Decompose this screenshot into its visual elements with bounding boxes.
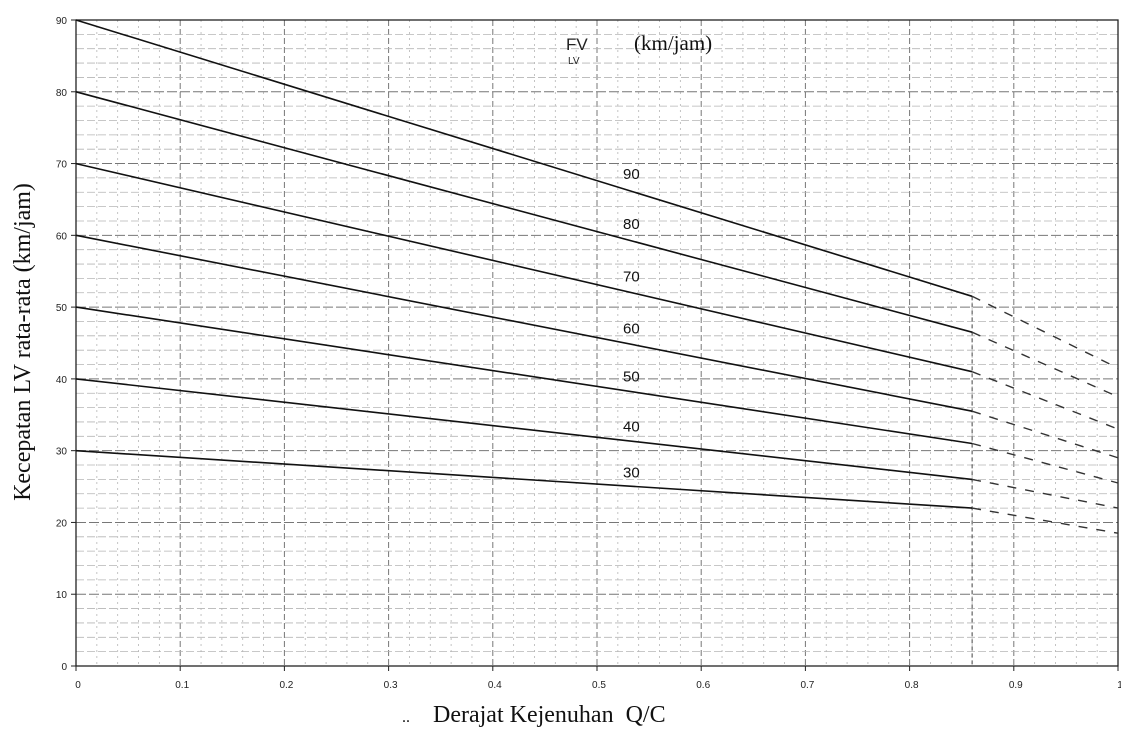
legend-sub: LV [568,56,580,67]
x-axis-title: Derajat Kejenuhan Q/C [433,702,666,728]
x-axis-title-prefix: .. [402,709,410,726]
series-extension-70 [971,371,1119,430]
legend-unit: (km/jam) [634,31,712,55]
x-tick-label: 0.9 [1009,680,1023,691]
series-extension-60 [971,410,1119,459]
x-tick-label: 0 [75,680,81,691]
x-tick-label: 0.6 [696,680,710,691]
x-tick-label: 0.2 [279,680,293,691]
y-tick-label: 90 [56,16,68,27]
curve-label-80: 80 [623,216,640,233]
series-line-80 [75,91,973,333]
y-tick-label: 60 [56,231,68,242]
series-extension-40 [971,478,1119,509]
x-tick-label: 0.8 [905,680,919,691]
y-tick-label: 20 [56,518,68,529]
series-line-50 [75,306,973,445]
curve-label-40: 40 [623,419,640,436]
y-axis-title: Kecepatan LV rata-rata (km/jam) [10,183,36,501]
y-tick-label: 0 [61,662,67,673]
x-tick-label: 0.5 [592,680,606,691]
curve-label-50: 50 [623,369,640,386]
y-tick-label: 40 [56,375,68,386]
x-tick-label: 0.4 [488,680,502,691]
series-lines [75,19,1119,534]
x-tick-label: 0.7 [800,680,814,691]
curve-label-30: 30 [623,464,640,481]
y-tick-label: 10 [56,590,68,601]
y-tick-label: 50 [56,303,68,314]
series-line-70 [75,162,973,373]
y-tick-label: 70 [56,160,68,171]
series-line-30 [75,449,973,509]
series-line-60 [75,234,973,412]
y-tick-label: 30 [56,447,68,458]
legend: FV LV (km/jam) [566,31,712,67]
grid [75,19,1119,667]
y-tick-label: 80 [56,88,68,99]
series-extension-50 [971,442,1119,484]
curve-label-60: 60 [623,321,640,338]
legend-main: FV [566,35,588,54]
series-line-40 [75,378,973,481]
curve-label-70: 70 [623,268,640,285]
x-tick-label: 0.3 [384,680,398,691]
curve-labels: 90 80 70 60 50 40 30 [623,166,640,481]
series-extension-80 [971,331,1119,398]
tick-labels: 0 0.1 0.2 0.3 0.4 0.5 0.6 0.7 0.8 0.9 101020304050… [56,16,1121,691]
x-tick-label: 1 [1117,680,1121,691]
series-line-90 [75,19,973,298]
curve-label-90: 90 [623,166,640,183]
series-extension-30 [971,507,1119,534]
x-tick-label: 0.1 [175,680,189,691]
